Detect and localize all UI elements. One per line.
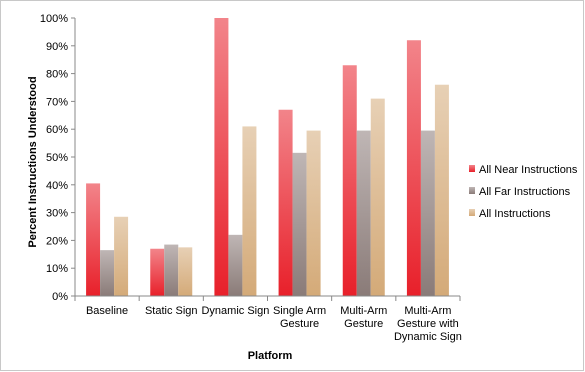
y-tick-label: 50% xyxy=(46,152,68,164)
bar-all-far-instructions-0 xyxy=(100,250,115,296)
bar-all-instructions-3 xyxy=(306,130,321,296)
x-tick-label: Multi-Arm xyxy=(340,305,387,317)
axes xyxy=(74,18,461,301)
bar-all-far-instructions-1 xyxy=(164,244,179,296)
y-tick-label: 90% xyxy=(46,41,68,53)
bar-all-far-instructions-4 xyxy=(356,130,371,296)
x-tick-label: Dynamic Sign xyxy=(201,305,269,317)
bar-all-near-instructions-5 xyxy=(406,40,421,296)
y-tick-label: 100% xyxy=(40,13,68,25)
bars xyxy=(86,18,449,297)
x-tick-label: Dynamic Sign xyxy=(394,331,462,343)
bar-all-instructions-0 xyxy=(114,216,129,296)
x-tick-label: Baseline xyxy=(86,305,128,317)
bar-all-far-instructions-5 xyxy=(420,130,435,296)
bar-all-near-instructions-0 xyxy=(86,183,101,296)
bar-all-near-instructions-1 xyxy=(150,248,165,296)
legend-label: All Instructions xyxy=(479,208,551,220)
y-tick-label: 40% xyxy=(46,180,68,192)
y-tick-label: 10% xyxy=(46,263,68,275)
bar-all-instructions-5 xyxy=(434,84,449,296)
legend-label: All Near Instructions xyxy=(479,164,578,176)
x-tick-label: Single Arm xyxy=(273,305,326,317)
y-axis-title: Percent Instructions Understood xyxy=(27,76,39,247)
x-axis-ticks: Baseline Static Sign Dynamic Sign Single Ar… xyxy=(86,305,462,343)
legend-swatch xyxy=(469,209,475,216)
bar-all-far-instructions-2 xyxy=(228,234,243,296)
y-tick-label: 0% xyxy=(52,291,68,303)
legend-swatch xyxy=(469,187,475,194)
x-tick-label: Multi-Arm xyxy=(404,305,451,317)
bar-all-instructions-1 xyxy=(178,247,193,296)
x-tick-label: Gesture xyxy=(280,318,319,330)
y-tick-label: 60% xyxy=(46,124,68,136)
y-tick-label: 80% xyxy=(46,69,68,81)
y-axis-label: Percent Instructions Understood xyxy=(27,76,39,247)
y-tick-label: 70% xyxy=(46,96,68,108)
y-axis-ticks: 0% 10% 20% 30% 40% 50% 60% 70% 80% 90% 100% xyxy=(40,13,75,303)
legend-label: All Far Instructions xyxy=(479,186,571,198)
bar-all-near-instructions-3 xyxy=(278,109,293,297)
legend-swatch xyxy=(469,165,475,172)
y-tick-label: 20% xyxy=(46,235,68,247)
x-tick-label: Static Sign xyxy=(145,305,198,317)
x-axis-label: Platform xyxy=(248,350,293,362)
bar-all-instructions-4 xyxy=(370,98,385,297)
x-tick-label: Gesture xyxy=(344,318,383,330)
legend: All Near Instructions All Far Instruction… xyxy=(469,164,578,220)
bar-all-near-instructions-4 xyxy=(342,65,357,296)
y-tick-label: 30% xyxy=(46,208,68,220)
x-tick-label: Gesture with xyxy=(397,318,459,330)
bar-all-far-instructions-3 xyxy=(292,152,307,296)
bar-all-instructions-2 xyxy=(242,126,257,296)
bar-all-near-instructions-2 xyxy=(214,18,229,296)
